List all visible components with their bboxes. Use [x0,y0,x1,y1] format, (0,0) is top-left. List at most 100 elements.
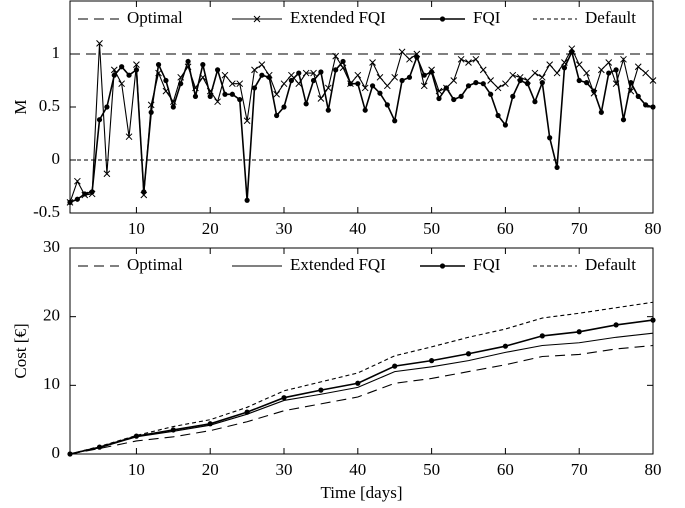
x-axis-label: Time [days] [320,483,402,502]
dot-marker [547,135,553,141]
legend-label: Optimal [127,8,183,27]
x-tick-label: 40 [349,219,366,238]
dot-marker [517,77,523,84]
y-axis-label: M [11,99,30,114]
x-marker [494,84,502,92]
dot-marker [591,88,597,94]
dot-marker [377,90,383,96]
dot-marker [583,80,590,86]
x-marker [472,55,480,63]
dot-marker [318,69,324,75]
dot-marker [119,64,125,70]
dot-marker [303,101,309,107]
x-marker [258,61,266,68]
series-line [69,301,654,455]
dot-marker [443,85,449,91]
dot-marker [178,81,184,87]
dot-marker [643,102,649,108]
dot-marker [185,58,191,65]
dot-marker [473,80,479,86]
y-tick-label: 0.5 [39,96,60,115]
x-marker [583,69,590,77]
dot-marker [126,72,132,78]
dot-marker [170,427,176,433]
dot-marker [628,80,634,86]
x-tick-label: 80 [645,219,662,238]
x-marker [450,77,458,84]
dot-marker [200,62,206,68]
x-tick-label: 70 [571,219,588,238]
x-marker [221,71,229,79]
x-marker [125,133,133,141]
dot-marker [82,191,88,197]
legend-label: FQI [473,8,501,27]
dot-marker [347,81,354,87]
dot-marker [104,104,110,110]
x-marker [74,177,81,185]
legend-label: Extended FQI [290,255,386,274]
dot-marker [251,85,258,91]
x-tick-label: 50 [423,219,440,238]
x-marker [398,48,406,56]
x-marker [406,55,413,63]
legend-marker [439,263,446,269]
legend-marker [253,15,261,23]
dot-marker [207,93,213,99]
dot-marker [635,93,641,99]
x-marker [354,71,362,79]
dot-marker [229,91,235,97]
dot-marker [539,333,545,339]
x-marker [597,66,605,74]
x-tick-label: 60 [497,219,514,238]
x-tick-label: 20 [202,460,219,479]
dot-marker [96,117,103,123]
dot-marker [510,93,516,99]
dot-marker [502,343,509,349]
dot-marker [539,80,545,86]
x-marker [457,55,465,63]
dot-marker [222,91,228,97]
x-marker [479,66,487,74]
x-marker [302,69,310,77]
dot-marker [465,83,472,89]
x-tick-label: 50 [423,460,440,479]
x-tick-label: 70 [571,460,588,479]
legend-marker [439,16,446,22]
dot-marker [414,54,420,60]
dot-marker [281,104,287,110]
x-marker [324,84,332,92]
x-marker [546,61,554,68]
dot-marker [318,387,324,393]
x-marker [553,69,561,77]
dot-marker [429,358,435,364]
dot-marker [244,409,250,415]
x-marker [487,77,494,84]
dot-marker [333,67,339,73]
dot-marker [355,81,361,87]
legend-label: FQI [473,255,501,274]
x-marker [383,82,391,90]
dot-marker [274,112,280,119]
dot-marker [74,196,80,202]
dot-marker [244,197,250,203]
dot-marker [281,395,287,401]
x-marker [538,73,546,81]
x-tick-label: 60 [497,460,514,479]
x-marker [531,69,539,77]
legend-label: Extended FQI [290,8,386,27]
x-marker [642,69,649,77]
x-marker [634,63,642,71]
plot: 0 10 20 30 10 20 30 40 50 60 70 80 Cost [€] Time [day… [11,237,662,502]
dot-marker [524,81,531,87]
plot: -0.5 0 0.5 1 10 20 30 40 50 60 70 80 M Optimal Extende… [11,0,662,238]
dot-marker [399,77,405,84]
dot-marker [392,363,398,369]
axes-box [69,0,654,214]
x-marker [103,170,111,178]
dot-marker [111,72,117,78]
y-tick-label: 0 [52,443,61,462]
dot-marker [650,104,656,110]
series-line [69,344,654,455]
dot-marker [384,102,390,108]
x-marker [376,73,384,81]
